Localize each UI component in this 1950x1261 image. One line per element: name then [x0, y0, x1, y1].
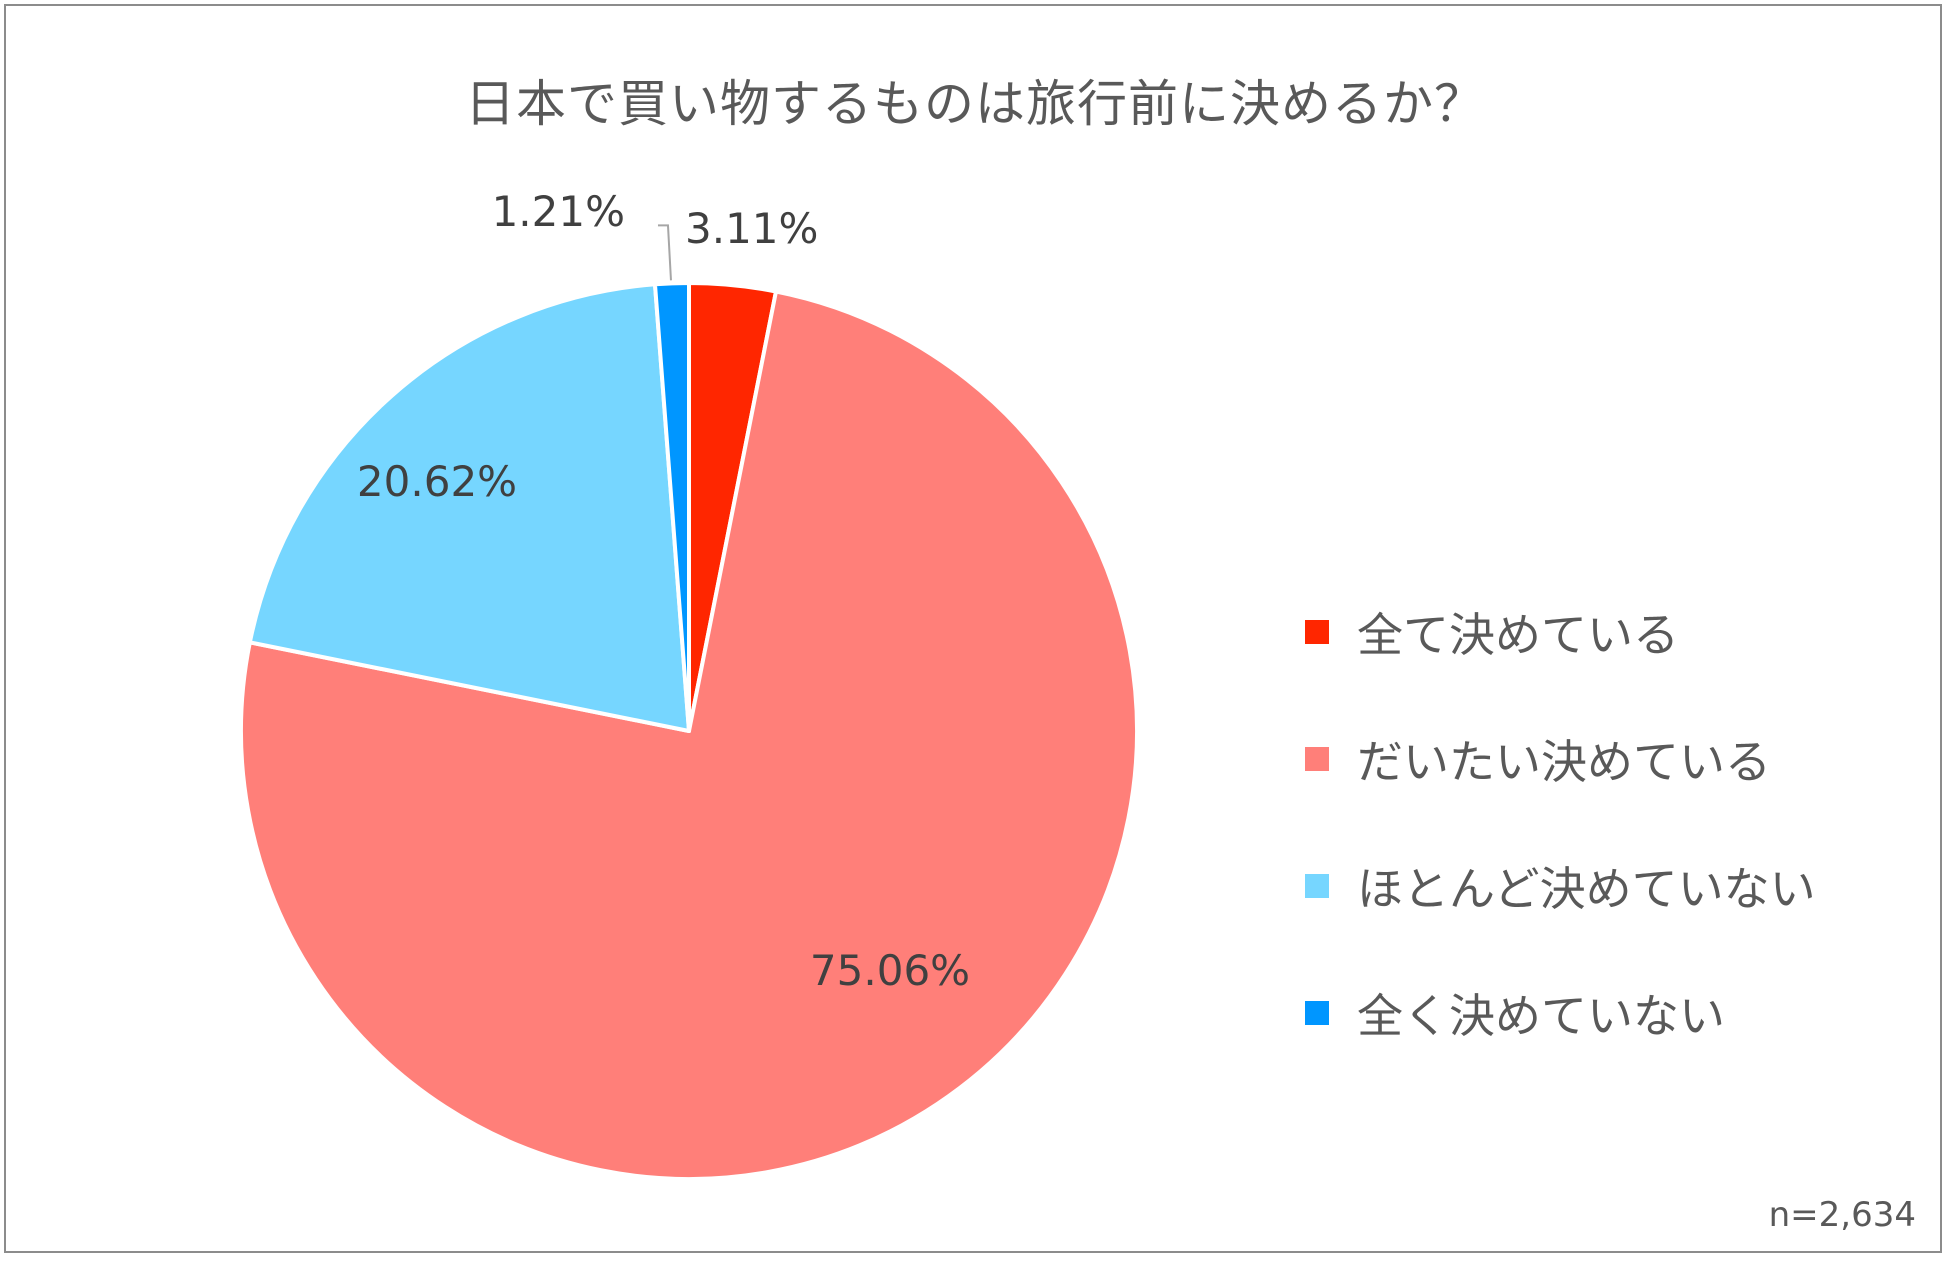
data-label-not-decided: 1.21% — [492, 187, 625, 236]
legend-item-not-decided: 全く決めていない — [1305, 981, 1816, 1045]
slice-mostly-decided — [239, 289, 1139, 1181]
legend-swatch — [1305, 620, 1329, 644]
sample-size-note: n=2,634 — [1768, 1195, 1916, 1235]
legend-swatch — [1305, 747, 1329, 771]
legend-label: 全て決めている — [1357, 608, 1679, 662]
slice-mostly-undecided — [247, 282, 691, 733]
legend-swatch — [1305, 874, 1329, 898]
legend-item-mostly-undecided: ほとんど決めていない — [1305, 854, 1816, 918]
legend-item-all-decided: 全て決めている — [1305, 600, 1816, 664]
data-label-all-decided: 3.11% — [685, 204, 818, 253]
data-label-mostly-decided: 75.06% — [810, 946, 970, 995]
legend: 全て決めている だいたい決めている ほとんど決めていない 全く決めていない — [1305, 600, 1816, 1108]
data-label-mostly-undecided: 20.62% — [357, 457, 517, 506]
legend-item-mostly-decided: だいたい決めている — [1305, 727, 1816, 791]
legend-label: ほとんど決めていない — [1357, 862, 1816, 916]
legend-label: 全く決めていない — [1357, 989, 1725, 1043]
slice-not-decided — [652, 281, 691, 733]
legend-swatch — [1305, 1001, 1329, 1025]
chart-title: 日本で買い物するものは旅行前に決めるか？ — [465, 75, 1485, 133]
legend-label: だいたい決めている — [1357, 735, 1771, 789]
leader-line — [657, 224, 672, 281]
